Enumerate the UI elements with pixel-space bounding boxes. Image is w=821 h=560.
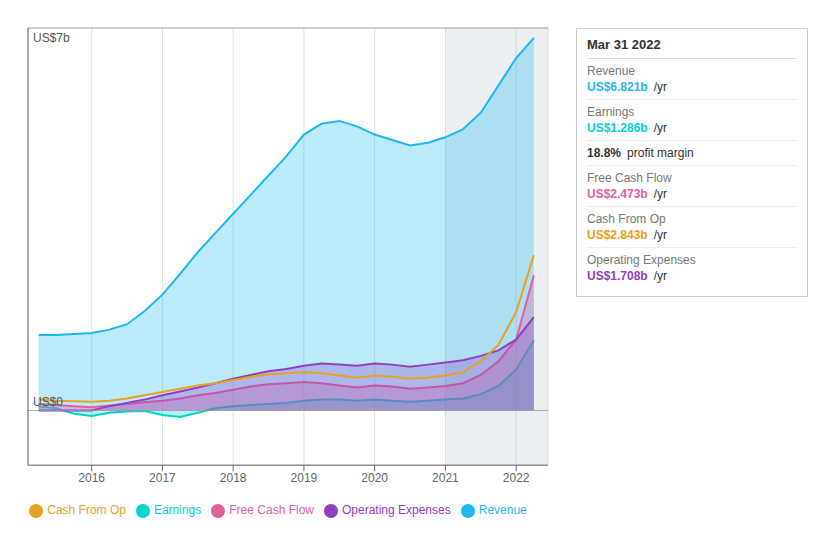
html-text:18.8%: 18.8% <box>587 146 621 160</box>
html-text:/yr: /yr <box>653 80 667 94</box>
html-text:US$1.708b: US$1.708b <box>587 269 648 283</box>
html-text:US$2.843b: US$2.843b <box>587 228 648 242</box>
svg-text:2018: 2018 <box>220 471 247 485</box>
html-text:Operating Expenses: Operating Expenses <box>587 253 696 267</box>
html-text:Cash From Op: Cash From Op <box>47 503 126 518</box>
html-text:Free Cash Flow: Free Cash Flow <box>587 171 672 185</box>
svg-text:2017: 2017 <box>149 471 176 485</box>
html-text:Mar 31 2022: Mar 31 2022 <box>587 37 661 52</box>
html-text:/yr: /yr <box>653 187 667 201</box>
svg-text:2021: 2021 <box>432 471 459 485</box>
html-text:US$1.286b: US$1.286b <box>587 121 648 135</box>
svg-text:2022: 2022 <box>503 471 530 485</box>
svg-text:2016: 2016 <box>78 471 105 485</box>
html-text:Earnings: Earnings <box>587 105 635 119</box>
html-text:Earnings: Earnings <box>153 503 202 518</box>
html-text:/yr: /yr <box>653 228 667 242</box>
html-text:profit margin: profit margin <box>627 146 694 160</box>
svg-text:US$0: US$0 <box>33 395 63 409</box>
html-text:/yr: /yr <box>653 269 667 283</box>
html-text:Operating Expenses: Operating Expenses <box>342 503 451 518</box>
html-text:Cash From Op: Cash From Op <box>587 212 666 226</box>
html-text:/yr: /yr <box>653 121 667 135</box>
html-text:Revenue: Revenue <box>478 503 527 518</box>
html-text:Free Cash Flow: Free Cash Flow <box>229 503 314 518</box>
html-text:US$6.821b: US$6.821b <box>587 80 648 94</box>
html-text:US$2.473b: US$2.473b <box>587 187 648 201</box>
svg-text:US$7b: US$7b <box>33 31 70 45</box>
html-text:Revenue: Revenue <box>587 64 635 78</box>
svg-text:2020: 2020 <box>361 471 388 485</box>
svg-text:2019: 2019 <box>291 471 318 485</box>
